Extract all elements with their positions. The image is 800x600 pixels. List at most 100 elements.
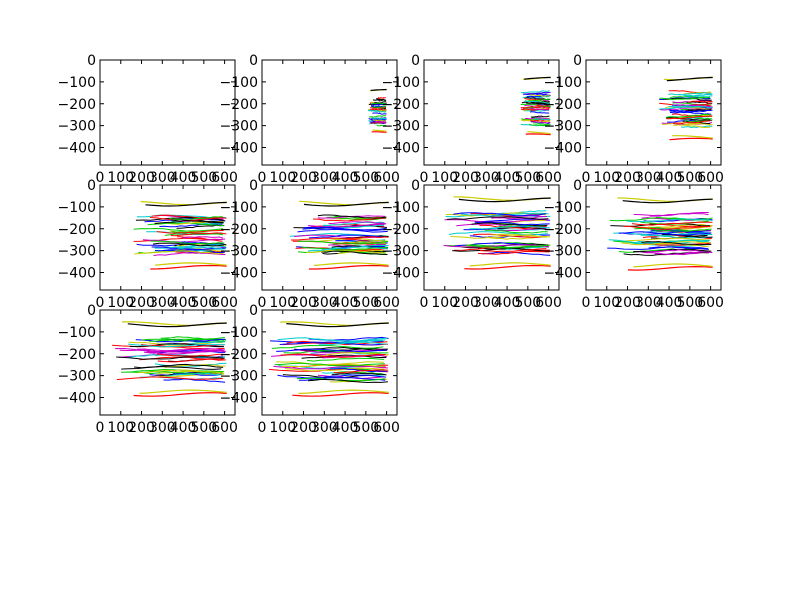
trace-line — [450, 234, 546, 239]
x-tick-label: 600 — [697, 295, 724, 311]
x-tick-label: 500 — [676, 295, 703, 311]
x-tick-label: 0 — [420, 295, 429, 311]
axes-frame — [99, 309, 236, 416]
y-tick-label: −400 — [382, 141, 420, 157]
trace-line — [284, 367, 385, 372]
y-tick-label: 0 — [411, 178, 420, 194]
axes-frame — [585, 59, 722, 166]
trace-line — [321, 246, 388, 251]
trace-line — [520, 106, 550, 109]
trace-line — [273, 365, 388, 370]
x-tick-label: 100 — [269, 295, 296, 311]
trace-line — [666, 115, 713, 120]
y-tick-label: −100 — [544, 200, 582, 216]
y-tick-label: −400 — [58, 141, 96, 157]
trace-line — [304, 226, 387, 231]
x-tick-label: 600 — [211, 170, 238, 186]
y-tick-label: −200 — [58, 97, 96, 113]
y-tick-label: −200 — [58, 222, 96, 238]
trace-line — [116, 356, 225, 360]
trace-line — [375, 121, 387, 124]
y-tick-label: −200 — [220, 222, 258, 238]
x-tick-label: 0 — [96, 420, 105, 436]
trace-line — [683, 91, 712, 95]
x-tick-label: 100 — [107, 295, 134, 311]
trace-line — [524, 98, 551, 102]
trace-line — [529, 111, 550, 114]
x-tick-label: 100 — [269, 420, 296, 436]
x-tick-label: 200 — [452, 295, 479, 311]
trace-line — [322, 354, 388, 359]
trace-line — [296, 377, 386, 382]
trace-line — [526, 94, 550, 97]
trace-line — [138, 369, 223, 374]
trace-line — [685, 119, 713, 123]
x-tick-label: 400 — [332, 420, 359, 436]
trace-line — [280, 353, 386, 358]
trace-line — [524, 100, 550, 104]
x-tick-label: 400 — [170, 420, 197, 436]
trace-line — [308, 264, 389, 270]
y-tick-label: 0 — [573, 53, 582, 69]
y-tick-label: −400 — [382, 266, 420, 282]
y-tick-label: −300 — [382, 244, 420, 260]
trace-line — [669, 109, 713, 113]
trace-line — [333, 369, 389, 374]
trace-line — [649, 212, 709, 217]
trace-line — [520, 90, 550, 94]
trace-line — [313, 262, 389, 267]
trace-line — [647, 223, 713, 228]
trace-group — [289, 200, 389, 270]
x-tick-label: 400 — [494, 170, 521, 186]
y-tick-label: −300 — [58, 244, 96, 260]
x-tick-label: 300 — [635, 295, 662, 311]
trace-line — [607, 246, 709, 250]
trace-line — [625, 237, 711, 242]
trace-line — [271, 344, 384, 349]
x-tick-label: 100 — [431, 170, 458, 186]
x-tick-label: 0 — [96, 170, 105, 186]
trace-line — [307, 223, 386, 228]
trace-line — [678, 92, 712, 96]
x-tick-label: 600 — [535, 170, 562, 186]
x-tick-label: 200 — [128, 170, 155, 186]
trace-line — [170, 232, 227, 237]
trace-line — [176, 247, 224, 252]
axes-frame — [261, 309, 398, 416]
trace-line — [371, 117, 387, 120]
trace-line — [669, 137, 713, 141]
x-tick-label: 200 — [128, 420, 155, 436]
trace-line — [367, 108, 386, 112]
trace-line — [277, 337, 388, 342]
x-tick-label: 0 — [420, 170, 429, 186]
trace-line — [496, 216, 547, 220]
trace-line — [160, 336, 227, 341]
trace-line — [332, 339, 386, 344]
trace-line — [177, 246, 223, 250]
trace-line — [298, 377, 386, 381]
trace-line — [166, 341, 225, 345]
x-tick-label: 400 — [332, 295, 359, 311]
x-tick-label: 100 — [593, 295, 620, 311]
trace-line — [469, 225, 551, 230]
trace-line — [281, 363, 384, 368]
trace-line — [277, 374, 387, 379]
x-tick-label: 500 — [676, 170, 703, 186]
y-tick-label: −100 — [220, 325, 258, 341]
trace-line — [453, 212, 546, 217]
x-tick-label: 300 — [311, 170, 338, 186]
y-tick-label: −200 — [220, 97, 258, 113]
trace-line — [497, 226, 546, 230]
trace-line — [668, 105, 713, 109]
x-tick-label: 400 — [332, 170, 359, 186]
trace-line — [479, 224, 547, 230]
x-tick-label: 500 — [352, 170, 379, 186]
y-tick-label: −400 — [220, 266, 258, 282]
trace-line — [524, 76, 551, 80]
trace-line — [297, 240, 389, 245]
